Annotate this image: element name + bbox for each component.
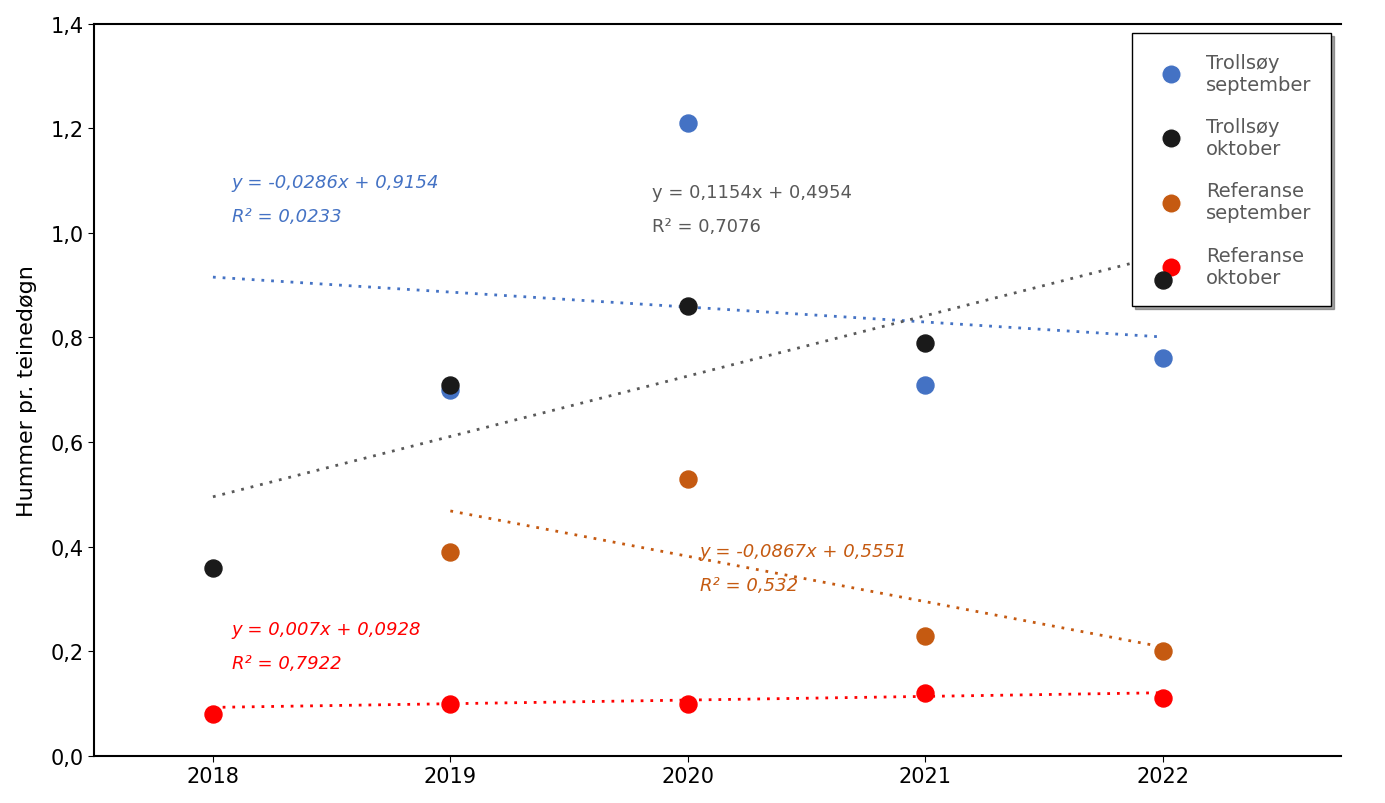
Point [202, 707, 224, 720]
Text: R² = 0,0233: R² = 0,0233 [231, 208, 342, 226]
Point [202, 561, 224, 574]
Point [677, 473, 699, 486]
Text: y = -0,0286x + 0,9154: y = -0,0286x + 0,9154 [231, 173, 439, 192]
Text: y = 0,007x + 0,0928: y = 0,007x + 0,0928 [231, 621, 421, 638]
Point [1151, 353, 1173, 365]
Point [439, 546, 461, 559]
Y-axis label: Hummer pr. teinedøgn: Hummer pr. teinedøgn [17, 264, 36, 516]
Point [439, 697, 461, 710]
Point [677, 300, 699, 313]
Point [1151, 645, 1173, 658]
Point [439, 384, 461, 397]
Point [914, 379, 936, 392]
Point [914, 687, 936, 699]
Text: y = -0,0867x + 0,5551: y = -0,0867x + 0,5551 [699, 542, 907, 560]
Legend: Trollsøy
september, Trollsøy
oktober, Referanse
september, Referanse
oktober: Trollsøy september, Trollsøy oktober, Re… [1132, 35, 1331, 307]
Point [914, 337, 936, 350]
Point [1151, 692, 1173, 705]
Point [677, 697, 699, 710]
Point [439, 379, 461, 392]
Text: R² = 0,532: R² = 0,532 [699, 576, 798, 594]
Point [1151, 274, 1173, 287]
Text: R² = 0,7076: R² = 0,7076 [652, 218, 760, 236]
Point [914, 630, 936, 642]
Point [677, 117, 699, 130]
Text: y = 0,1154x + 0,4954: y = 0,1154x + 0,4954 [652, 184, 852, 202]
Text: R² = 0,7922: R² = 0,7922 [231, 654, 342, 672]
